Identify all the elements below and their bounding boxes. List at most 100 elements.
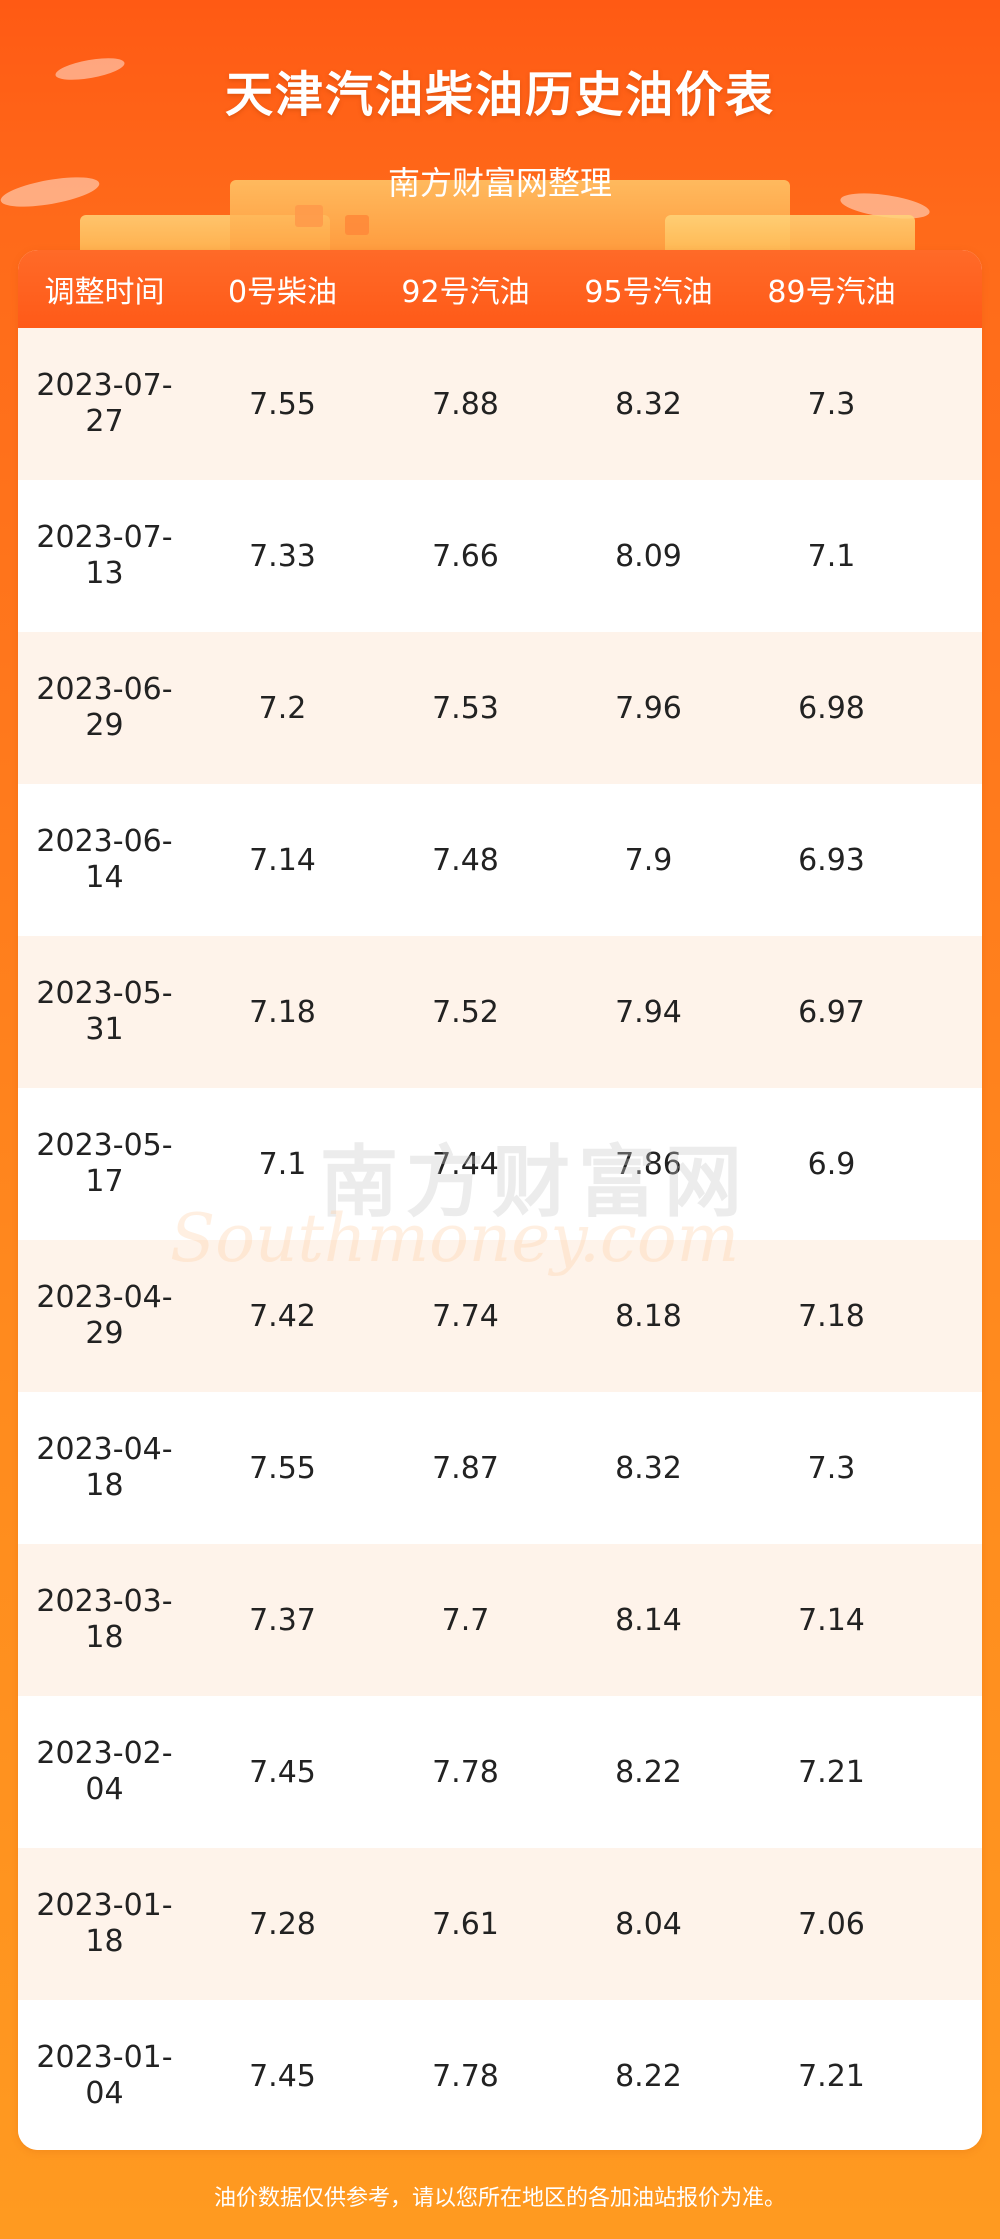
cell-date: 2023-05- 31: [18, 976, 191, 1048]
cell-gasoline-95: 8.22: [615, 2058, 682, 2094]
cell-gasoline-95: 8.32: [615, 1450, 682, 1486]
cell-date: 2023-06- 14: [18, 824, 191, 896]
table-row: 2023-01- 18 7.28 7.61 8.04 7.06: [18, 1848, 982, 2000]
cell-gasoline-89: 7.21: [798, 1754, 865, 1790]
cell-diesel-0: 7.55: [249, 386, 316, 422]
cell-gasoline-95: 8.14: [615, 1602, 682, 1638]
table-row: 2023-07- 27 7.55 7.88 8.32 7.3: [18, 328, 982, 480]
table-row: 2023-01- 04 7.45 7.78 8.22 7.21: [18, 2000, 982, 2150]
column-header-diesel-0: 0号柴油: [227, 275, 338, 310]
header-banner: 天津汽油柴油历史油价表 南方财富网整理: [0, 0, 1000, 260]
cell-gasoline-95: 8.32: [615, 386, 682, 422]
cell-diesel-0: 7.1: [258, 1146, 307, 1182]
page-title: 天津汽油柴油历史油价表: [224, 67, 775, 123]
cell-gasoline-89: 6.93: [798, 842, 865, 878]
date-line-1: 2023-03-: [36, 1584, 173, 1619]
table-header: 调整时间 0号柴油 92号汽油 95号汽油 89号汽油: [18, 250, 982, 328]
cell-gasoline-92: 7.78: [432, 2058, 499, 2094]
cell-gasoline-92: 7.53: [432, 690, 499, 726]
date-line-2: 27: [85, 404, 124, 439]
cell-date: 2023-02- 04: [18, 1736, 191, 1808]
cell-diesel-0: 7.42: [249, 1298, 316, 1334]
cell-gasoline-92: 7.66: [432, 538, 499, 574]
cell-gasoline-95: 7.96: [615, 690, 682, 726]
column-header-gasoline-92: 92号汽油: [401, 275, 530, 310]
cell-gasoline-89: 6.9: [807, 1146, 856, 1182]
table-row: 2023-02- 04 7.45 7.78 8.22 7.21: [18, 1696, 982, 1848]
cell-gasoline-92: 7.7: [441, 1602, 490, 1638]
table-row: 2023-05- 17 7.1 7.44 7.86 6.9: [18, 1088, 982, 1240]
cell-gasoline-95: 8.18: [615, 1298, 682, 1334]
cell-gasoline-92: 7.87: [432, 1450, 499, 1486]
table-row: 2023-06- 14 7.14 7.48 7.9 6.93: [18, 784, 982, 936]
date-line-1: 2023-01-: [36, 1888, 173, 1923]
date-line-2: 29: [85, 708, 124, 743]
cell-gasoline-89: 7.18: [798, 1298, 865, 1334]
cell-gasoline-95: 8.04: [615, 1906, 682, 1942]
date-line-2: 17: [85, 1164, 124, 1199]
cell-gasoline-92: 7.78: [432, 1754, 499, 1790]
table-row: 2023-05- 31 7.18 7.52 7.94 6.97: [18, 936, 982, 1088]
footer-note: 油价数据仅供参考，请以您所在地区的各加油站报价为准。: [213, 2186, 786, 2211]
cell-diesel-0: 7.14: [249, 842, 316, 878]
date-line-1: 2023-04-: [36, 1432, 173, 1467]
column-header-gasoline-95: 95号汽油: [584, 275, 713, 310]
date-line-1: 2023-04-: [36, 1280, 173, 1315]
table-row: 2023-03- 18 7.37 7.7 8.14 7.14: [18, 1544, 982, 1696]
cell-gasoline-89: 7.14: [798, 1602, 865, 1638]
cell-gasoline-92: 7.52: [432, 994, 499, 1030]
date-line-2: 29: [85, 1316, 124, 1351]
cell-diesel-0: 7.45: [249, 1754, 316, 1790]
table-row: 2023-04- 29 7.42 7.74 8.18 7.18: [18, 1240, 982, 1392]
cell-gasoline-95: 7.86: [615, 1146, 682, 1182]
date-line-2: 18: [85, 1620, 124, 1655]
date-line-2: 31: [85, 1012, 124, 1047]
cell-gasoline-95: 8.22: [615, 1754, 682, 1790]
cell-gasoline-92: 7.74: [432, 1298, 499, 1334]
date-line-2: 18: [85, 1924, 124, 1959]
cell-diesel-0: 7.37: [249, 1602, 316, 1638]
table-row: 2023-06- 29 7.2 7.53 7.96 6.98: [18, 632, 982, 784]
date-line-1: 2023-06-: [36, 824, 173, 859]
cell-gasoline-89: 7.21: [798, 2058, 865, 2094]
date-line-2: 18: [85, 1468, 124, 1503]
cell-gasoline-95: 7.94: [615, 994, 682, 1030]
cube-decoration: [295, 205, 323, 227]
table-body: 2023-07- 27 7.55 7.88 8.32 7.3 2023-07- 13 7.33 7…: [18, 328, 982, 2150]
cell-diesel-0: 7.33: [249, 538, 316, 574]
date-line-1: 2023-07-: [36, 520, 173, 555]
page-subtitle: 南方财富网整理: [387, 164, 612, 202]
cell-gasoline-89: 7.3: [807, 386, 856, 422]
cell-diesel-0: 7.45: [249, 2058, 316, 2094]
cell-diesel-0: 7.55: [249, 1450, 316, 1486]
cell-gasoline-92: 7.48: [432, 842, 499, 878]
table-row: 2023-07- 13 7.33 7.66 8.09 7.1: [18, 480, 982, 632]
column-header-date: 调整时间: [44, 275, 165, 310]
date-line-1: 2023-07-: [36, 368, 173, 403]
date-line-1: 2023-05-: [36, 976, 173, 1011]
cell-date: 2023-03- 18: [18, 1584, 191, 1656]
table-row: 2023-04- 18 7.55 7.87 8.32 7.3: [18, 1392, 982, 1544]
cell-date: 2023-07- 27: [18, 368, 191, 440]
cell-date: 2023-01- 18: [18, 1888, 191, 1960]
cell-gasoline-89: 7.1: [807, 538, 856, 574]
date-line-1: 2023-06-: [36, 672, 173, 707]
date-line-1: 2023-02-: [36, 1736, 173, 1771]
cell-diesel-0: 7.28: [249, 1906, 316, 1942]
cell-date: 2023-01- 04: [18, 2040, 191, 2112]
date-line-1: 2023-01-: [36, 2040, 173, 2075]
cell-gasoline-92: 7.61: [432, 1906, 499, 1942]
cell-date: 2023-05- 17: [18, 1128, 191, 1200]
column-header-gasoline-89: 89号汽油: [767, 275, 896, 310]
price-table: 调整时间 0号柴油 92号汽油 95号汽油 89号汽油 2023-07- 27 7.…: [18, 250, 982, 2150]
cell-date: 2023-04- 29: [18, 1280, 191, 1352]
cell-gasoline-95: 8.09: [615, 538, 682, 574]
cell-gasoline-92: 7.44: [432, 1146, 499, 1182]
date-line-2: 04: [85, 1772, 124, 1807]
cell-date: 2023-04- 18: [18, 1432, 191, 1504]
date-line-2: 14: [85, 860, 124, 895]
cell-gasoline-89: 7.06: [798, 1906, 865, 1942]
cell-date: 2023-06- 29: [18, 672, 191, 744]
cell-date: 2023-07- 13: [18, 520, 191, 592]
cell-gasoline-92: 7.88: [432, 386, 499, 422]
